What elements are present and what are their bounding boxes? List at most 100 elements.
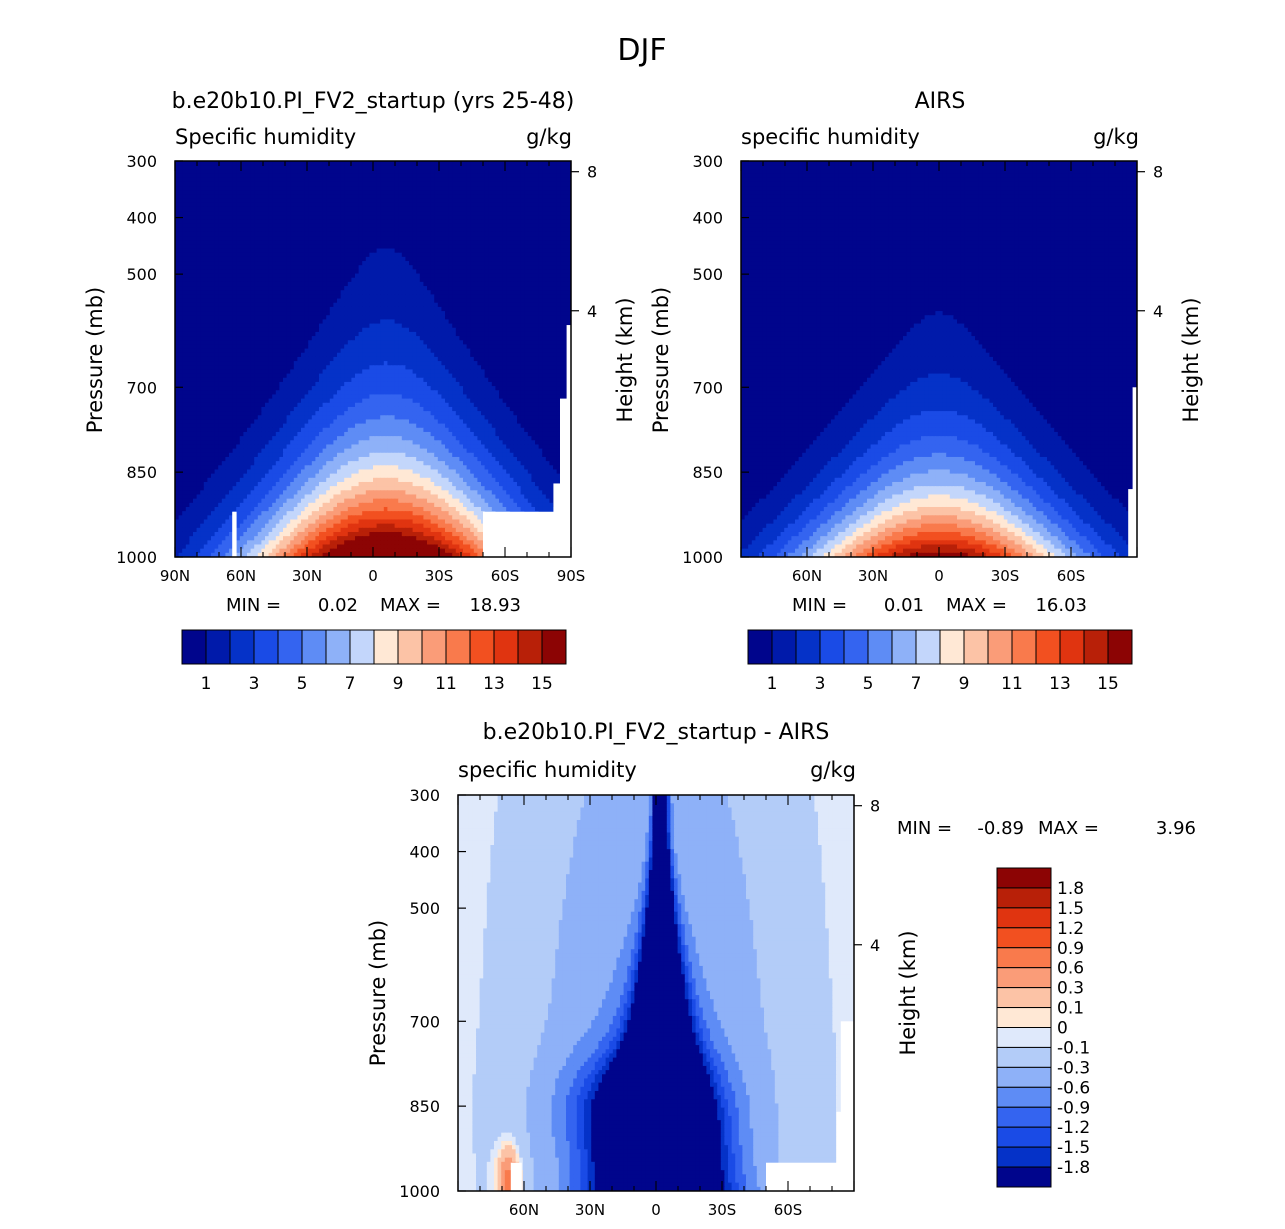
panel-model-cell [326, 161, 331, 166]
panel-model-cell [531, 194, 536, 200]
panel-model-cell [221, 256, 226, 262]
panel-model-cell [279, 294, 284, 300]
panel-model-cell [351, 286, 356, 291]
panel-model-cell [247, 161, 252, 166]
panel-model-cell [401, 277, 406, 283]
panel-model-cell [329, 306, 334, 312]
panel-model-cell [495, 290, 500, 295]
panel-model-cell [193, 302, 198, 308]
panel-model-cell [247, 181, 252, 187]
panel-model-cell [297, 294, 302, 300]
panel-model-cell [178, 227, 183, 233]
panel-model-cell [430, 311, 435, 316]
panel-model-cell [556, 190, 561, 195]
panel-model-cell [214, 198, 219, 204]
panel-model-cell [405, 181, 410, 187]
panel-model-cell [243, 186, 248, 191]
panel-model-cell [193, 277, 198, 283]
panel-model-cell [279, 315, 284, 320]
panel-model-cell [376, 186, 381, 191]
panel-model-cell [211, 261, 216, 266]
panel-model-cell [333, 190, 338, 195]
panel-model-cell [513, 177, 518, 183]
panel-model-cell [391, 336, 396, 341]
panel-model-cell [387, 327, 392, 333]
panel-model-cell [275, 327, 280, 333]
panel-model-cell [290, 215, 295, 220]
panel-model-cell [376, 252, 381, 258]
panel-model-cell [337, 173, 342, 179]
panel-model-cell [182, 306, 187, 312]
panel-model-cell [409, 181, 414, 187]
panel-model-cell [261, 231, 266, 237]
panel-model-cell [257, 248, 262, 254]
panel-model-cell [481, 256, 486, 262]
panel-model-cell [301, 181, 306, 187]
panel-model-cell [488, 194, 493, 200]
panel-model-cell [524, 231, 529, 237]
panel-model-cell [232, 186, 237, 191]
panel-model-cell [218, 252, 223, 258]
panel-model-cell [549, 165, 554, 170]
panel-model-cell [340, 240, 345, 245]
panel-model-cell [268, 252, 273, 258]
panel-model-cell [394, 227, 399, 233]
panel-model-cell [214, 273, 219, 279]
panel-model-cell [347, 165, 352, 170]
panel-model-cell [506, 286, 511, 291]
panel-model-cell [351, 265, 356, 270]
panel-model-cell [502, 202, 507, 208]
panel-model-cell [308, 231, 313, 237]
panel-model-cell [405, 315, 410, 320]
panel-model-cell [297, 186, 302, 191]
panel-model-cell [423, 261, 428, 266]
panel-model-cell [304, 336, 309, 341]
panel-model-cell [473, 161, 478, 166]
panel-model-cell [315, 194, 320, 200]
panel-model-cell [268, 236, 273, 241]
panel-model-cell [466, 302, 471, 308]
panel-model-cell [182, 281, 187, 287]
panel-model-cell [272, 202, 277, 208]
panel-model-cell [416, 190, 421, 195]
panel-model-cell [513, 323, 518, 329]
panel-model-cell [369, 211, 374, 216]
panel-model-cell [373, 165, 378, 170]
panel-model-cell [499, 302, 504, 308]
panel-model-cell [545, 240, 550, 245]
panel-model-cell [563, 331, 568, 337]
panel-model-cell [452, 319, 457, 325]
panel-model-cell [265, 173, 270, 179]
panel-model-cell [387, 231, 392, 237]
panel-model-cell [355, 327, 360, 333]
panel-model-cell [358, 248, 363, 254]
panel-model-cell [434, 240, 439, 245]
panel-model-cell [185, 173, 190, 179]
panel-model-cell [315, 244, 320, 250]
panel-model-cell [434, 211, 439, 216]
panel-model-cell [441, 277, 446, 283]
panel-model-cell [265, 181, 270, 187]
panel-model-cell [351, 244, 356, 250]
panel-model-cell [214, 327, 219, 333]
panel-model-cell [189, 298, 194, 304]
panel-model-cell [563, 277, 568, 283]
panel-model-cell [477, 223, 482, 229]
panel-model-cell [293, 223, 298, 229]
panel-model-cell [549, 202, 554, 208]
panel-model-cell [513, 277, 518, 283]
panel-model-cell [495, 252, 500, 258]
panel-model-cell [549, 169, 554, 175]
panel-model-cell [218, 306, 223, 312]
panel-model-cell [477, 298, 482, 304]
panel-model-cell [254, 231, 259, 237]
panel-model-cell [265, 286, 270, 291]
panel-model-cell [301, 206, 306, 212]
panel-model-cell [556, 323, 561, 329]
panel-model-cell [279, 336, 284, 341]
panel-model-cell [509, 211, 514, 216]
panel-model-cell [286, 302, 291, 308]
panel-model-cell [247, 261, 252, 266]
panel-model-cell [351, 240, 356, 245]
panel-model-cell [452, 219, 457, 225]
